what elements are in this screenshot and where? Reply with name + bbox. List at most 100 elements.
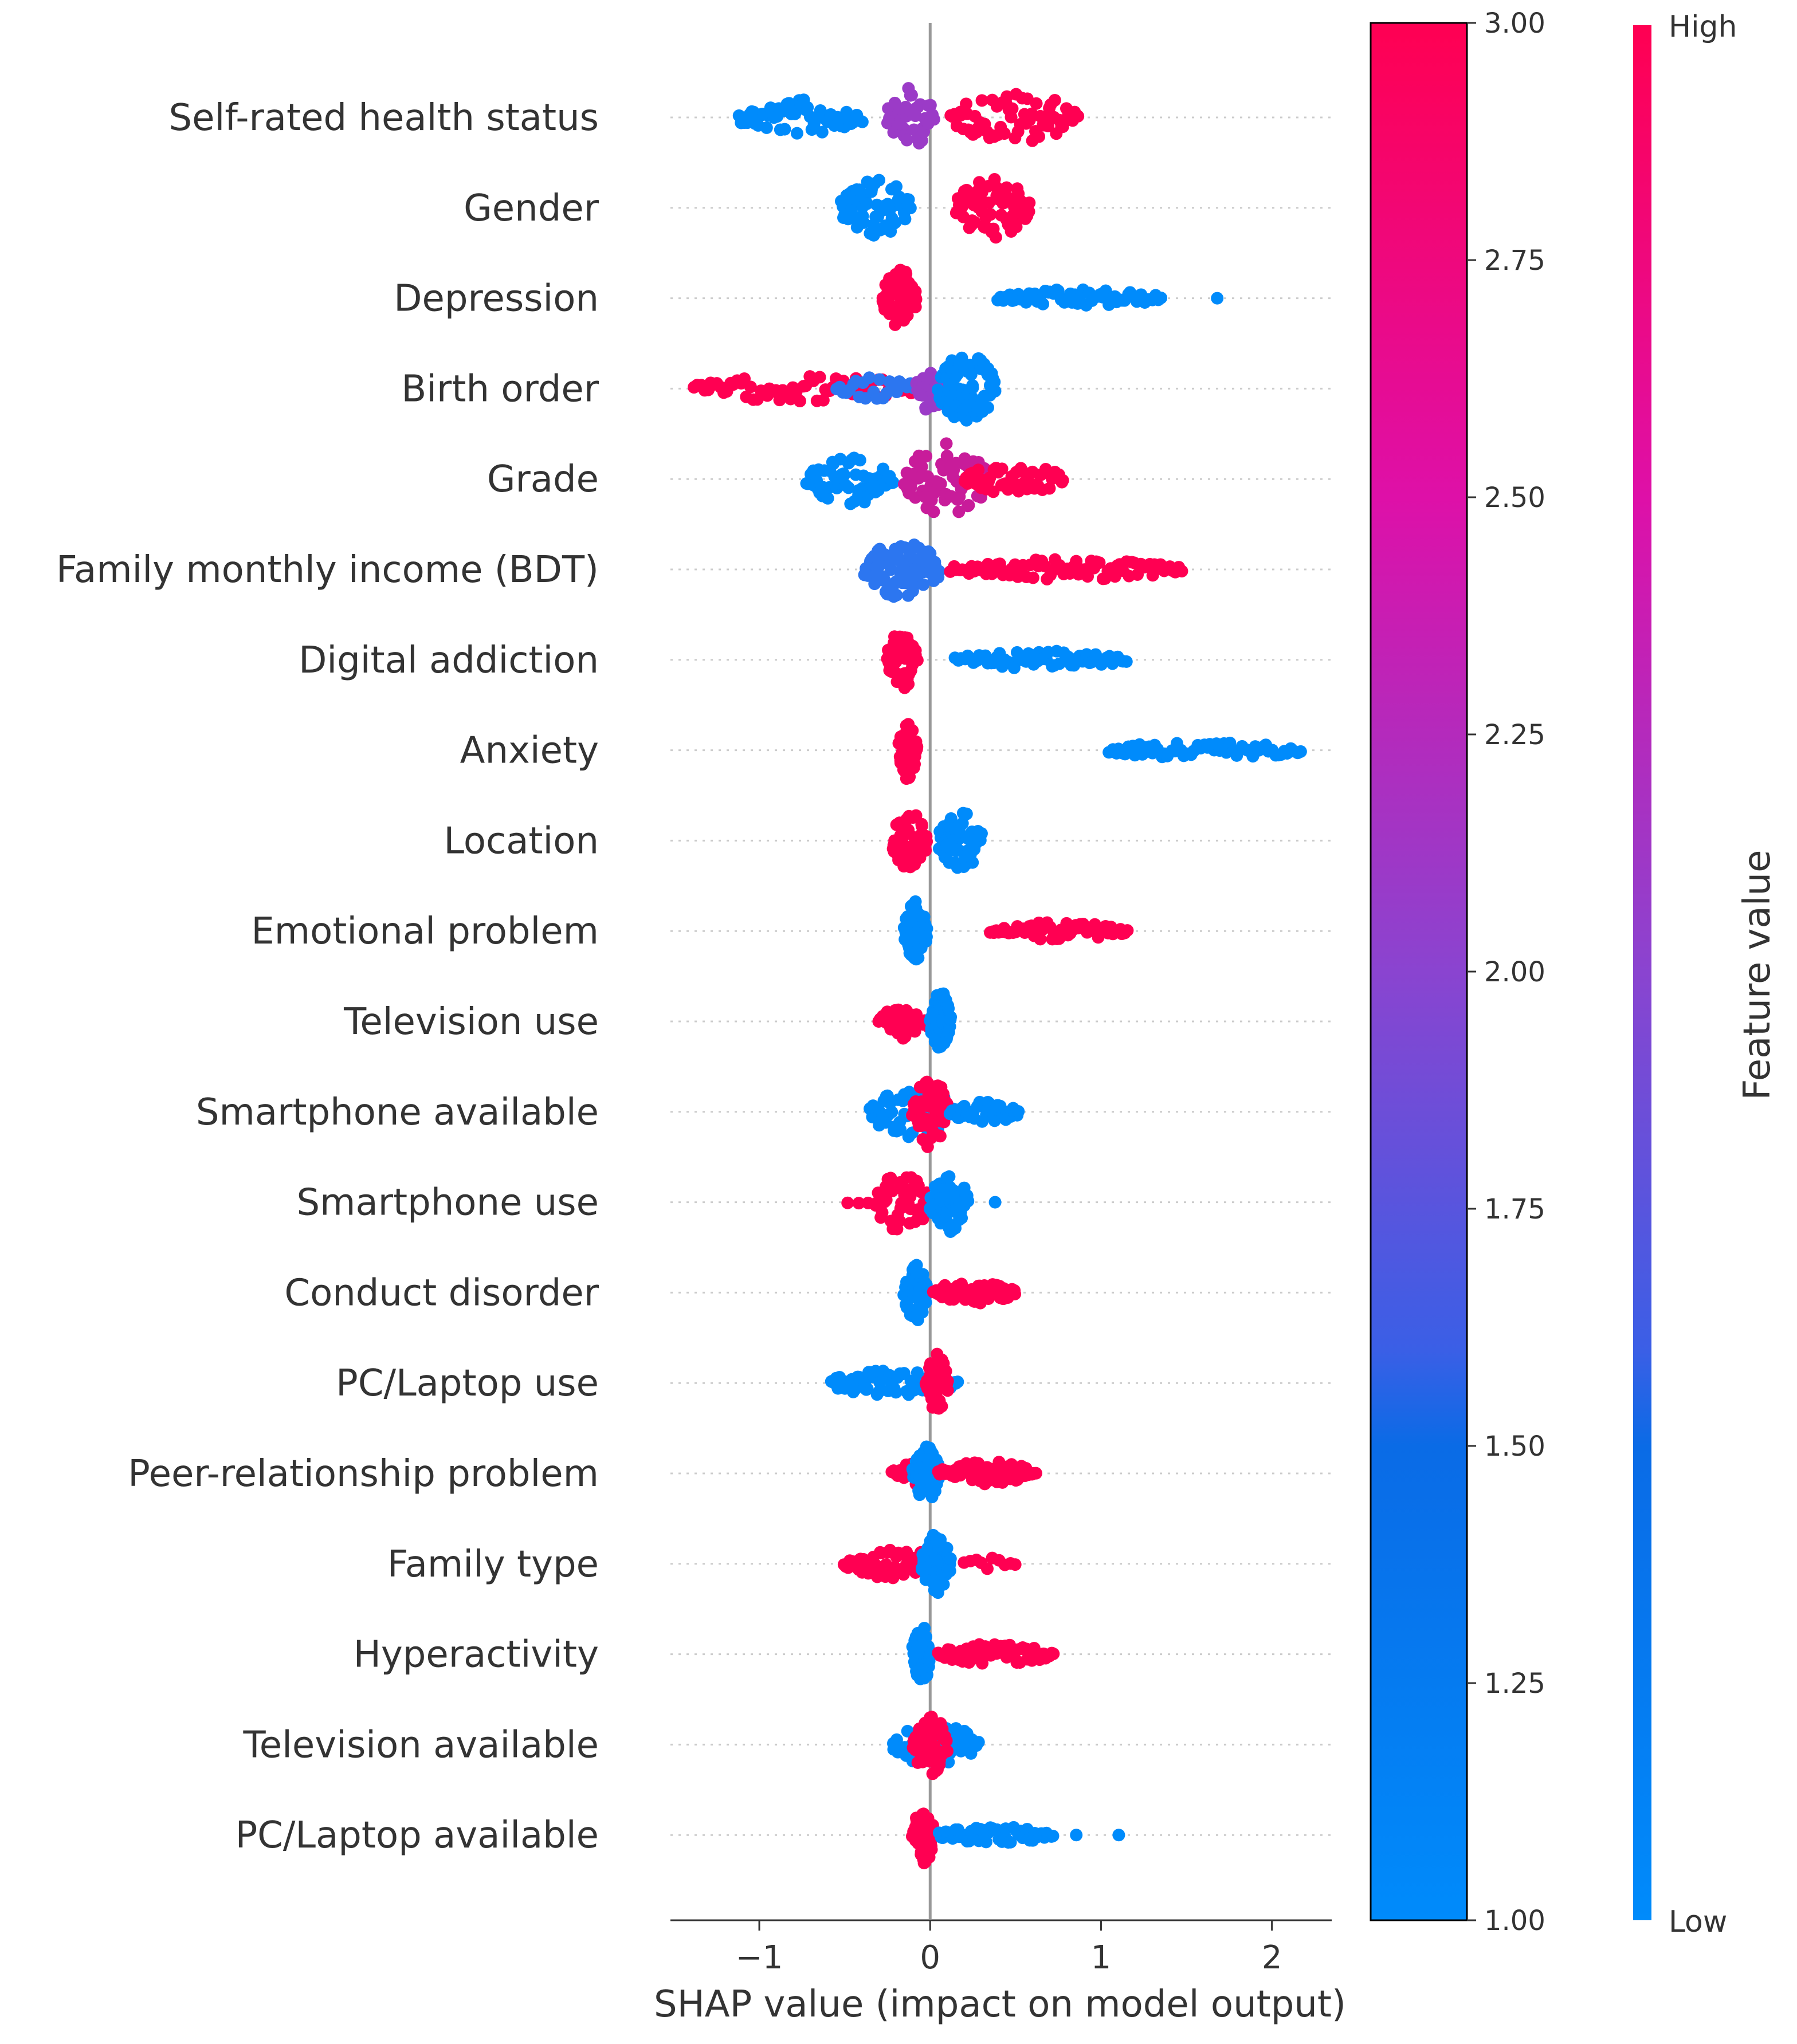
data-point [863,371,876,384]
feature-points [688,351,1002,427]
feature-label: Anxiety [460,730,599,772]
feature-label: Location [444,820,599,862]
x-tick-label: 2 [1262,1939,1282,1976]
feature-label: Smartphone use [297,1182,599,1224]
data-point [966,379,979,392]
data-point [906,724,919,737]
data-point [940,1734,953,1747]
x-tick-label: 1 [1091,1939,1112,1976]
feature-label: Emotional problem [251,910,599,953]
feature-points [837,1528,1022,1599]
row-gridlines [670,116,1332,1836]
data-point [962,1194,975,1208]
feature-label: Birth order [401,368,599,410]
data-point [1121,924,1134,937]
data-point [972,463,985,477]
data-point [873,558,886,571]
data-point [1048,93,1061,107]
data-point [920,835,933,848]
data-point [972,1736,985,1749]
data-point [889,1386,903,1399]
data-point [1009,1558,1022,1571]
data-point [886,476,900,489]
colorbar-main-gradient [1370,22,1468,1921]
data-point [885,1106,899,1119]
data-point [1033,130,1046,143]
feature-label: Smartphone available [196,1091,599,1134]
feature-points [881,630,1133,694]
colorbar-title: Feature value [1736,850,1779,1100]
data-point [793,395,806,408]
data-point [821,492,834,505]
data-point [852,1197,865,1210]
data-point [1047,1647,1060,1660]
data-point [886,1571,900,1585]
feature-label: PC/Laptop available [236,1814,599,1857]
data-point [940,1542,954,1555]
data-point [934,477,947,490]
feature-label: Conduct disorder [284,1272,599,1314]
feature-points [825,1347,964,1415]
data-point [1070,1829,1083,1842]
data-point [1006,102,1019,115]
data-point [1072,109,1085,123]
data-point [998,127,1011,140]
x-axis: −1 0 1 2 SHAP value (impact on model output… [654,1919,1346,2026]
data-point [890,588,903,602]
colorbar-low-label: Low [1669,1905,1727,1939]
data-point [951,1375,964,1389]
data-point [962,498,975,512]
data-point [904,202,917,215]
data-point [989,231,1002,244]
feature-label: Grade [487,458,599,501]
data-point [908,757,921,771]
data-point [890,180,903,193]
data-point [902,678,915,691]
data-point [927,113,940,126]
data-point [917,578,930,591]
feature-points [841,1170,1002,1238]
feature-label: Family monthly income (BDT) [56,549,599,591]
data-point [975,94,988,107]
data-point [933,1130,947,1143]
data-point [841,1196,854,1209]
data-point [1030,97,1043,110]
data-point [893,1214,906,1228]
data-point [940,1744,954,1758]
data-point [956,817,969,830]
data-point [860,197,873,210]
data-point [1093,556,1106,569]
colorbar-tick-label: 2.00 [1484,956,1545,988]
data-point [911,740,924,753]
data-point [1211,292,1224,305]
data-point [900,133,913,147]
data-point [899,213,912,226]
feature-points [905,1807,1125,1870]
feature-points [897,895,1134,966]
data-point [890,1733,903,1746]
data-point [980,1562,994,1575]
colorbar-tick-label: 2.50 [1484,482,1545,514]
colorbar-tick-label: 2.25 [1484,719,1545,751]
feature-points [906,1622,1060,1685]
colorbar-main: 1.00 1.25 1.50 1.75 2.00 2.25 2.50 2.75 3.00 [1370,7,1545,1937]
data-point [788,107,802,120]
data-point [1029,1467,1042,1480]
colorbar-feature: High Low Feature value [1633,10,1779,1939]
data-point [988,1114,1001,1127]
colorbar-tick-label: 1.00 [1484,1905,1545,1937]
data-point [955,351,968,364]
data-point [873,1385,886,1398]
data-point [943,1565,956,1578]
data-point [935,1400,948,1413]
feature-points [858,538,1188,603]
data-point [861,1382,874,1396]
feature-label: Peer-relationship problem [128,1453,599,1495]
data-point [944,812,958,825]
data-point [924,99,937,112]
colorbar-tick-label: 3.00 [1484,7,1545,40]
data-point [899,576,912,589]
feature-label: Digital addiction [299,639,599,682]
data-point [920,450,933,463]
